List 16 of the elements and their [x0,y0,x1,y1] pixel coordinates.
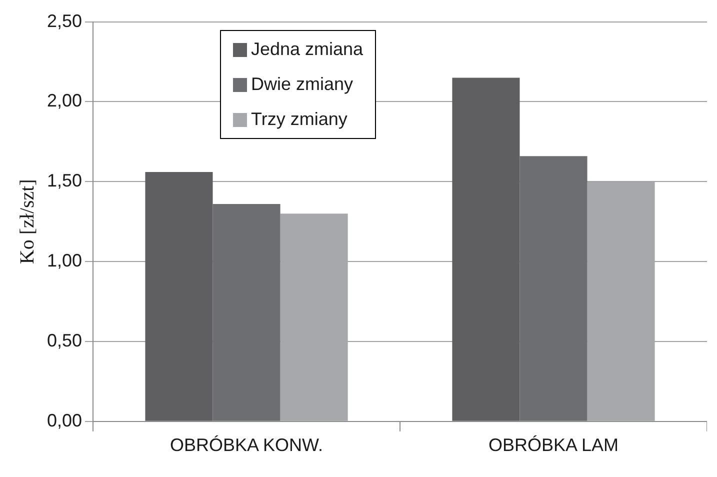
y-tick-label: 0,50 [46,330,82,350]
y-tick-label: 2,50 [46,10,82,31]
y-tick-label: 1,50 [46,170,82,191]
y-tick-label: 1,00 [46,250,82,271]
y-tick-label: 0,00 [46,410,82,430]
y-axis-title: Ko [zł/szt] [16,179,38,264]
bar [145,172,213,421]
bar [452,78,520,421]
bar [520,156,588,421]
legend-label: Trzy zmiany [251,109,348,130]
x-tick-label: OBRÓBKA LAM [488,435,619,456]
legend-label: Jedna zmiana [251,39,364,60]
bar [212,204,280,421]
x-tick-label: OBRÓBKA KONW. [170,435,324,456]
legend-label: Dwie zmiany [251,74,354,95]
y-tick-label: 2,00 [46,90,82,111]
